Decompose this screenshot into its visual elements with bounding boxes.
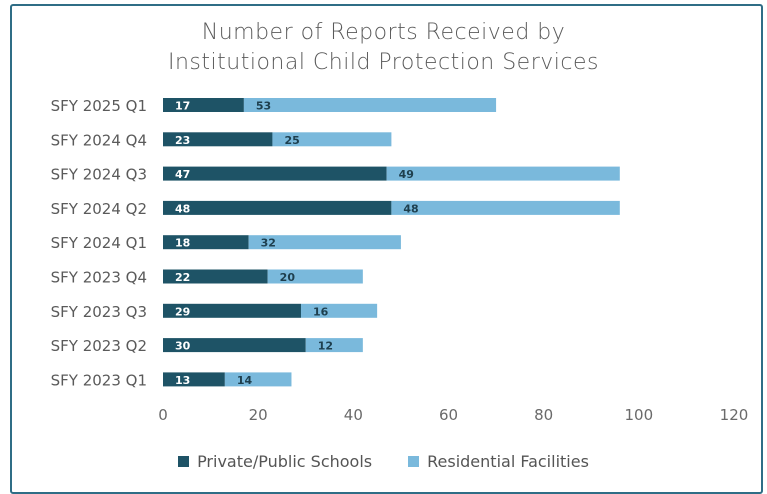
y-category-label: SFY 2025 Q1	[51, 97, 147, 115]
bar-schools	[163, 338, 306, 353]
y-category-label: SFY 2023 Q1	[51, 371, 147, 389]
legend-label-residential: Residential Facilities	[427, 452, 589, 471]
legend-item-residential: Residential Facilities	[408, 452, 589, 471]
bar-schools	[163, 166, 387, 181]
y-category-label: SFY 2023 Q3	[51, 303, 147, 321]
x-tick-label: 80	[534, 406, 553, 424]
data-label-residential: 16	[313, 305, 329, 318]
legend-label-schools: Private/Public Schools	[197, 452, 373, 471]
bar-schools	[163, 98, 244, 112]
bar-schools	[163, 303, 301, 318]
y-category-label: SFY 2024 Q4	[51, 131, 147, 149]
chart-plot: 0 20 40 60 80 100 120 SFY 2025 Q1 17 53 SFY 2024 Q…	[51, 97, 749, 424]
bar-residential	[272, 132, 392, 147]
legend-swatch-residential	[408, 456, 420, 467]
y-category-label: SFY 2023 Q4	[51, 269, 147, 287]
data-label-residential: 25	[284, 134, 299, 147]
bar-schools	[163, 372, 225, 387]
x-tick-label: 60	[439, 406, 458, 424]
chart-legend: Private/Public Schools Residential Facil…	[0, 452, 767, 471]
bar-residential	[300, 303, 378, 318]
data-label-residential: 48	[403, 202, 418, 215]
data-label-schools: 47	[175, 168, 190, 181]
bar-schools	[163, 200, 392, 215]
bar-residential	[305, 338, 363, 353]
data-label-schools: 30	[175, 340, 191, 353]
x-tick-label: 20	[249, 406, 268, 424]
data-label-schools: 18	[175, 237, 190, 250]
data-label-residential: 32	[261, 237, 276, 250]
data-label-schools: 23	[175, 134, 190, 147]
x-tick-label: 120	[720, 406, 749, 424]
y-category-label: SFY 2024 Q1	[51, 234, 147, 252]
data-label-residential: 53	[256, 100, 271, 113]
data-label-schools: 48	[175, 202, 190, 215]
bar-schools	[163, 132, 273, 147]
legend-swatch-schools	[178, 456, 190, 467]
legend-item-schools: Private/Public Schools	[178, 452, 372, 471]
data-label-residential: 12	[318, 340, 333, 353]
bar-residential	[243, 98, 497, 112]
chart-title-line-2: Institutional Child Protection Services	[168, 50, 599, 75]
bar-residential	[386, 166, 620, 181]
data-label-residential: 20	[280, 271, 296, 284]
data-label-residential: 14	[237, 374, 253, 387]
x-tick-label: 0	[158, 406, 168, 424]
chart-title-line-1: Number of Reports Received by	[201, 20, 566, 45]
x-tick-label: 100	[625, 406, 654, 424]
y-category-label: SFY 2023 Q2	[51, 337, 147, 355]
bar-residential	[391, 200, 620, 215]
data-label-schools: 13	[175, 374, 190, 387]
data-label-schools: 29	[175, 305, 190, 318]
data-label-residential: 49	[399, 168, 414, 181]
data-label-schools: 22	[175, 271, 190, 284]
x-tick-label: 40	[344, 406, 363, 424]
data-label-schools: 17	[175, 100, 190, 113]
bar-residential	[248, 235, 401, 250]
bar-schools	[163, 235, 249, 250]
bar-residential	[267, 269, 363, 284]
y-category-label: SFY 2024 Q3	[51, 166, 147, 184]
bar-schools	[163, 269, 268, 284]
bar-residential	[224, 372, 292, 387]
y-category-label: SFY 2024 Q2	[51, 200, 147, 218]
